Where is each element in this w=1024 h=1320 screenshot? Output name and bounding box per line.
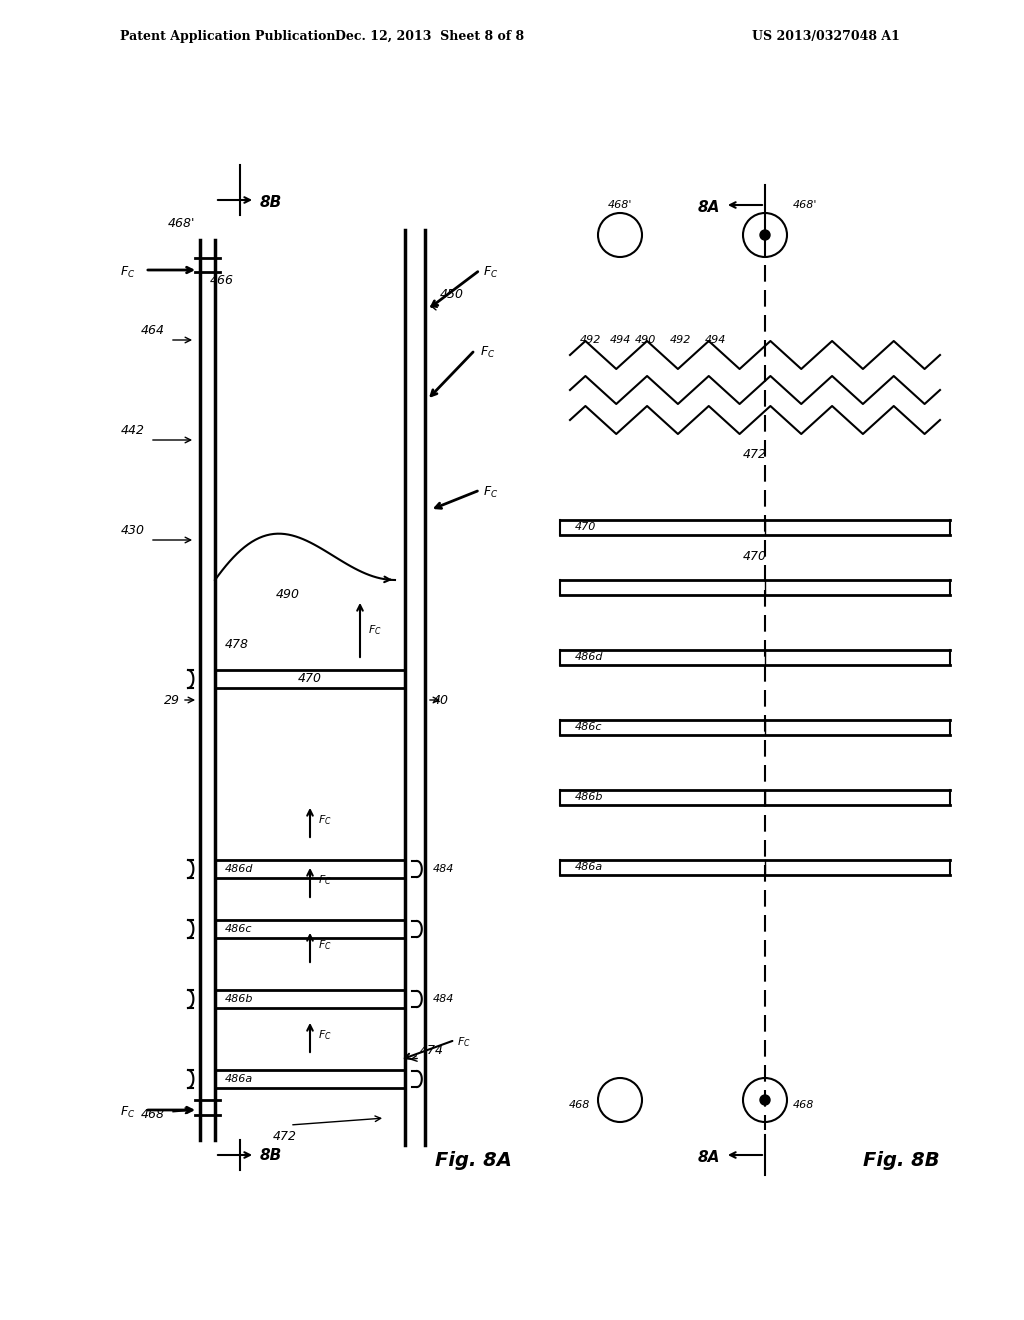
Text: $F_C$: $F_C$ [483,484,499,500]
Text: 474: 474 [420,1044,444,1056]
Text: $F_C$: $F_C$ [318,873,332,887]
Text: 486d: 486d [575,652,603,663]
Text: 486b: 486b [575,792,603,803]
Text: 486c: 486c [575,722,602,733]
Text: 29: 29 [164,693,180,706]
Text: Patent Application Publication: Patent Application Publication [120,30,336,44]
Text: $F_C$: $F_C$ [120,1105,135,1121]
Text: 8A: 8A [697,201,720,215]
Text: Fig. 8B: Fig. 8B [863,1151,940,1170]
Text: 490: 490 [635,335,656,345]
Text: 470: 470 [575,523,596,532]
Text: 486c: 486c [225,924,253,935]
Text: 464: 464 [141,323,165,337]
Text: 478: 478 [225,639,249,652]
Text: 468: 468 [568,1100,590,1110]
Text: 468: 468 [141,1109,165,1122]
Text: $F_C$: $F_C$ [318,813,332,826]
Circle shape [743,213,787,257]
Text: 430: 430 [121,524,145,536]
Text: 494: 494 [705,335,726,345]
Text: 472: 472 [273,1130,297,1143]
Text: 8A: 8A [697,1150,720,1166]
Text: 8B: 8B [260,195,283,210]
Text: $F_C$: $F_C$ [120,265,135,280]
Text: Fig. 8A: Fig. 8A [435,1151,512,1170]
Text: 468: 468 [793,1100,814,1110]
Text: 490: 490 [276,589,300,602]
Text: 468': 468' [793,201,817,210]
Text: 492: 492 [670,335,691,345]
Text: $F_C$: $F_C$ [457,1035,471,1049]
Text: US 2013/0327048 A1: US 2013/0327048 A1 [752,30,900,44]
Circle shape [760,230,770,240]
Circle shape [760,1096,770,1105]
Text: 486b: 486b [225,994,254,1005]
Text: 484: 484 [433,994,455,1005]
Text: 486d: 486d [225,865,254,874]
Text: 450: 450 [440,289,464,301]
Text: 8B: 8B [260,1148,283,1163]
Text: $F_C$: $F_C$ [483,265,499,280]
Text: 40: 40 [433,693,449,706]
Text: 486a: 486a [225,1074,253,1084]
Text: 468': 468' [608,201,632,210]
Text: 492: 492 [580,335,601,345]
Text: 466: 466 [210,273,234,286]
Text: $F_C$: $F_C$ [318,939,332,952]
Text: $F_C$: $F_C$ [318,1028,332,1041]
Text: 470: 470 [743,550,767,564]
Text: 486a: 486a [575,862,603,873]
Text: 472: 472 [743,449,767,462]
Circle shape [743,1078,787,1122]
Text: 468': 468' [168,216,195,230]
Text: 494: 494 [610,335,632,345]
Text: Dec. 12, 2013  Sheet 8 of 8: Dec. 12, 2013 Sheet 8 of 8 [336,30,524,44]
Text: 470: 470 [298,672,322,685]
Text: 442: 442 [121,424,145,437]
Text: $F_C$: $F_C$ [480,345,496,360]
Text: $F_C$: $F_C$ [368,623,382,636]
Text: 484: 484 [433,865,455,874]
